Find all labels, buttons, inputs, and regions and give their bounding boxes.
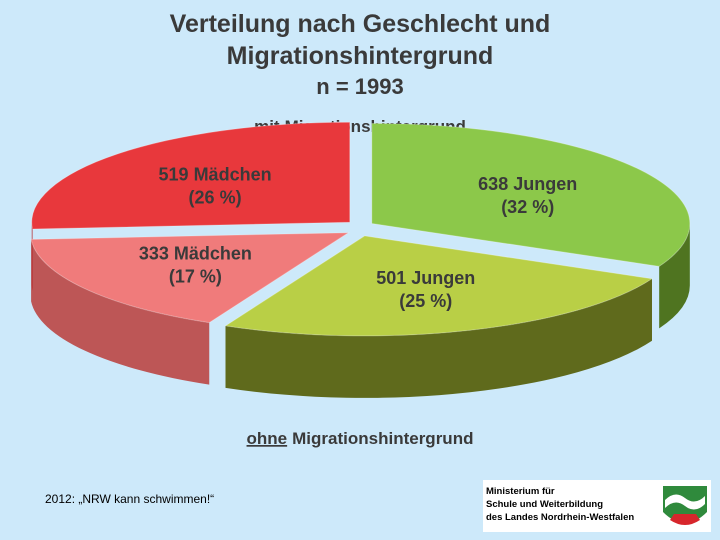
slice-percent: (25 %)	[399, 291, 452, 311]
chart-subtitle: n = 1993	[316, 74, 403, 99]
pie-slice	[224, 235, 654, 337]
slice-label: 501 Jungen	[376, 268, 475, 288]
logo-text: Schule und Weiterbildung	[486, 499, 603, 510]
pie-slice	[30, 232, 351, 324]
pie-labels: 638 Jungen (32 %) 501 Jungen (25 %) 333 Mädc…	[139, 165, 577, 311]
logo-emblem-red	[670, 514, 700, 525]
logo: Ministerium für Schule und Weiterbildung…	[483, 480, 711, 532]
bottom-label-underlined: ohne	[247, 429, 288, 448]
pie-slice	[31, 121, 351, 230]
bottom-label: ohne Migrationshintergrund	[247, 429, 474, 448]
logo-text: Ministerium für	[486, 486, 555, 497]
slice-label: 519 Mädchen	[159, 165, 272, 185]
pie-slice-side	[225, 278, 652, 398]
slice-label: 638 Jungen	[478, 174, 577, 194]
logo-text: des Landes Nordrhein-Westfalen	[486, 512, 634, 523]
footer: 2012: „NRW kann schwimmen!“	[45, 492, 214, 506]
pie-slice-side	[31, 239, 210, 385]
slice-percent: (17 %)	[169, 266, 222, 286]
bottom-label-text: Migrationshintergrund	[292, 429, 473, 448]
pie-tops	[30, 121, 691, 337]
slice-percent: (26 %)	[189, 188, 242, 208]
chart-title: Verteilung nach Geschlecht und	[170, 10, 551, 38]
slice-label: 333 Mädchen	[139, 243, 252, 263]
logo-emblem-stripe	[665, 494, 705, 510]
pie-slice-side	[31, 222, 33, 291]
pie-sides	[31, 222, 690, 398]
pie-slice-side	[659, 223, 690, 329]
slice-percent: (32 %)	[501, 197, 554, 217]
pie-slice	[371, 123, 691, 267]
chart-title: Migrationshintergrund	[227, 42, 494, 70]
